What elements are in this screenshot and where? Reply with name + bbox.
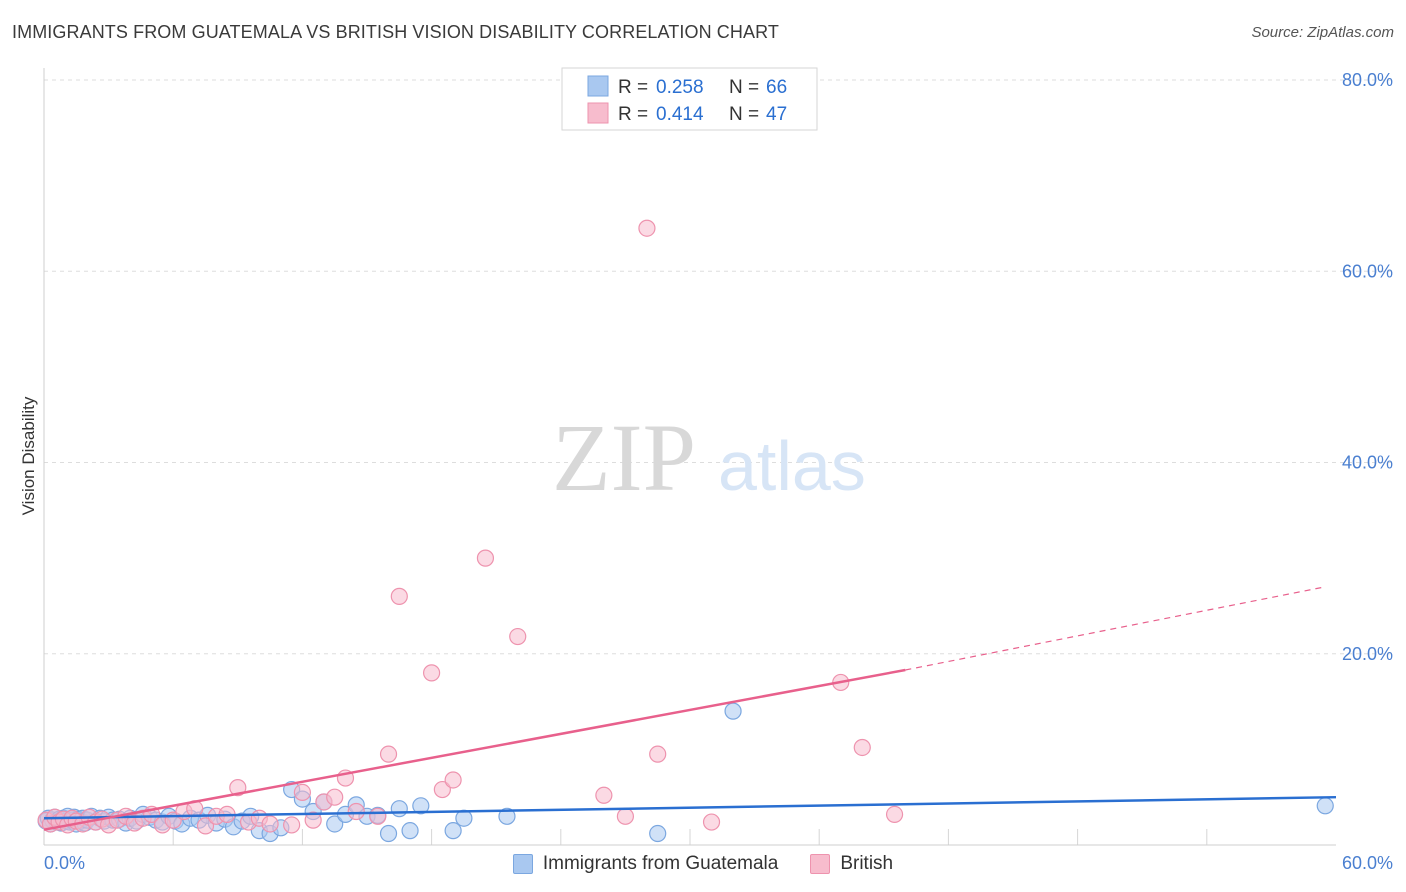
watermark-zip: ZIP [552,404,696,511]
legend-n-label-guatemala: N = [729,77,759,98]
data-point [423,664,441,682]
data-point [369,807,387,825]
trend-line-british-extension [905,586,1326,671]
data-point [616,807,635,825]
legend-r-value-british: 0.414 [656,104,704,125]
legend-swatch-guatemala [587,75,609,97]
trend-line-british [43,668,906,831]
legend-item-guatemala: Immigrants from Guatemala [512,850,779,878]
x-tick-label: 0.0% [44,853,85,873]
data-point [649,824,667,843]
legend-n-value-british: 47 [766,104,787,125]
watermark: ZIP atlas [552,404,866,511]
y-tick-label: 40.0% [1342,453,1393,473]
legend-swatch-british [587,102,609,124]
data-point [724,702,742,720]
data-point [304,811,322,829]
data-point [1316,797,1334,815]
y-tick-label: 20.0% [1342,644,1393,664]
data-point [509,627,527,646]
legend-item-british: British [810,850,893,878]
data-point [326,815,344,833]
y-tick-label: 60.0% [1342,261,1393,281]
chart-title: IMMIGRANTS FROM GUATEMALA VS BRITISH VIS… [12,22,779,42]
data-point [293,783,311,802]
legend-bottom: Immigrants from Guatemala British [0,850,1406,878]
legend-n-value-guatemala: 66 [766,77,787,98]
data-point [261,815,279,833]
legend-bottom-swatch-guatemala [512,854,533,874]
gridlines [44,79,1392,845]
y-axis-label: Vision Disability [19,396,38,515]
data-point [444,771,462,789]
legend-label-guatemala: Immigrants from Guatemala [542,853,779,874]
legend-r-value-guatemala: 0.258 [656,77,704,98]
series-british-points [37,219,904,835]
legend-label-british: British [840,853,894,874]
data-point [196,817,215,835]
trend-line-guatemala [43,795,1337,820]
data-point [649,745,667,763]
tick-labels: 20.0% 40.0% 60.0% 80.0% 0.0% 60.0% [44,70,1393,873]
data-point [444,822,462,840]
data-point [390,800,408,818]
data-point [390,587,408,605]
data-point [476,549,495,567]
data-point [885,805,904,824]
data-point [498,807,516,825]
legend-r-label-guatemala: R = [618,77,648,98]
legend-bottom-swatch-british [810,854,831,874]
data-point [853,738,871,757]
data-point [347,802,365,821]
data-point [595,786,613,804]
legend-top: R = 0.258 N = 66 R = 0.414 N = 47 [561,67,818,131]
data-point [638,219,656,237]
data-point [433,780,451,799]
legend-r-label-british: R = [618,104,648,125]
watermark-atlas: atlas [718,427,866,505]
data-point [412,797,430,815]
axes [43,68,1336,846]
data-point [229,779,247,797]
trend-lines [43,586,1337,831]
legend-n-label-british: N = [729,104,759,125]
data-point [702,813,721,831]
source-label: Source: ZipAtlas.com [1251,24,1394,41]
data-point [283,816,301,834]
data-point [379,745,398,763]
y-tick-label: 80.0% [1342,70,1393,90]
x-tick-label: 60.0% [1342,853,1393,873]
data-point [379,824,398,843]
data-point [326,788,344,806]
data-point [401,822,419,840]
